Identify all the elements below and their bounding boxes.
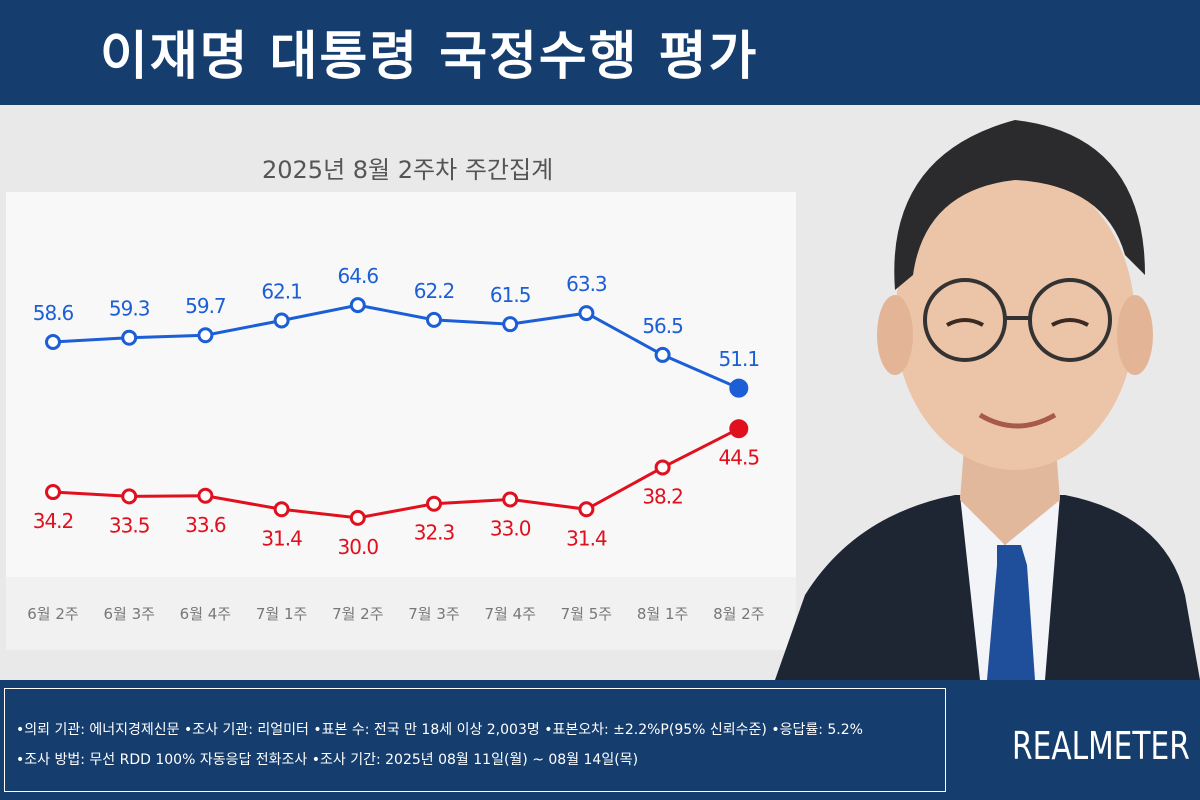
data-label: 30.0 [338, 535, 379, 559]
page-title: 이재명 대통령 국정수행 평가 [100, 27, 759, 87]
x-tick-label: 8월 1주 [637, 605, 688, 623]
data-label: 58.6 [33, 301, 74, 325]
data-point [197, 487, 214, 504]
data-label: 38.2 [642, 484, 683, 508]
chart-subtitle: 2025년 8월 2주차 주간집계 [262, 156, 554, 184]
header-banner: 이재명 대통령 국정수행 평가 [0, 0, 1200, 105]
data-point [729, 378, 749, 398]
data-point [121, 488, 138, 505]
data-point [273, 501, 290, 518]
plot-area [6, 192, 796, 577]
x-tick-label: 7월 4주 [484, 605, 535, 623]
survey-info-box [4, 688, 946, 792]
footer-bar [0, 680, 1200, 800]
data-label: 56.5 [642, 314, 683, 338]
data-point [273, 312, 290, 329]
data-point [426, 311, 442, 328]
survey-info-line-2: •조사 방법: 무선 RDD 100% 자동응답 전화조사 •조사 기간: 20… [16, 752, 639, 768]
x-tick-label: 7월 3주 [408, 605, 459, 623]
data-point [729, 419, 749, 439]
data-point [502, 491, 519, 508]
data-point [578, 305, 595, 322]
data-point [45, 484, 61, 501]
data-label: 64.6 [338, 264, 379, 288]
data-point [578, 501, 595, 518]
x-tick-label: 6월 4주 [180, 605, 231, 623]
series-line [52, 427, 740, 520]
realmeter-logo: REALMETER [1012, 724, 1190, 768]
data-label: 33.0 [490, 516, 531, 540]
x-axis-band [6, 577, 796, 650]
data-label: 33.5 [109, 513, 150, 537]
x-tick-label: 7월 1주 [256, 605, 307, 623]
x-tick-label: 8월 2주 [713, 605, 764, 623]
x-tick-label: 7월 2주 [332, 605, 383, 623]
data-label: 44.5 [719, 446, 760, 470]
data-label: 33.6 [185, 513, 226, 537]
data-label: 59.7 [185, 294, 226, 318]
data-point [349, 297, 366, 314]
data-label: 31.4 [566, 526, 607, 550]
data-label: 34.2 [33, 509, 74, 533]
x-tick-label: 6월 3주 [103, 605, 154, 623]
data-label: 51.1 [719, 347, 760, 371]
survey-info-line-1: •의뢰 기관: 에너지경제신문 •조사 기관: 리얼미터 •표본 수: 전국 만… [16, 722, 863, 738]
data-point [121, 329, 138, 346]
x-tick-label: 7월 5주 [561, 605, 612, 623]
data-point [197, 327, 214, 344]
data-point [654, 346, 671, 363]
data-label: 31.4 [261, 526, 302, 550]
data-label: 32.3 [414, 521, 455, 545]
data-label: 61.5 [490, 283, 531, 307]
data-point [349, 509, 366, 526]
data-point [502, 316, 519, 333]
series-line [52, 303, 740, 390]
data-label: 63.3 [566, 272, 607, 296]
data-label: 62.2 [414, 279, 455, 303]
x-tick-label: 6월 2주 [27, 605, 78, 623]
data-label: 62.1 [261, 279, 302, 303]
data-point [426, 495, 442, 512]
data-point [45, 334, 61, 350]
president-portrait [775, 120, 1200, 680]
data-point [654, 459, 671, 476]
data-label: 59.3 [109, 297, 150, 321]
